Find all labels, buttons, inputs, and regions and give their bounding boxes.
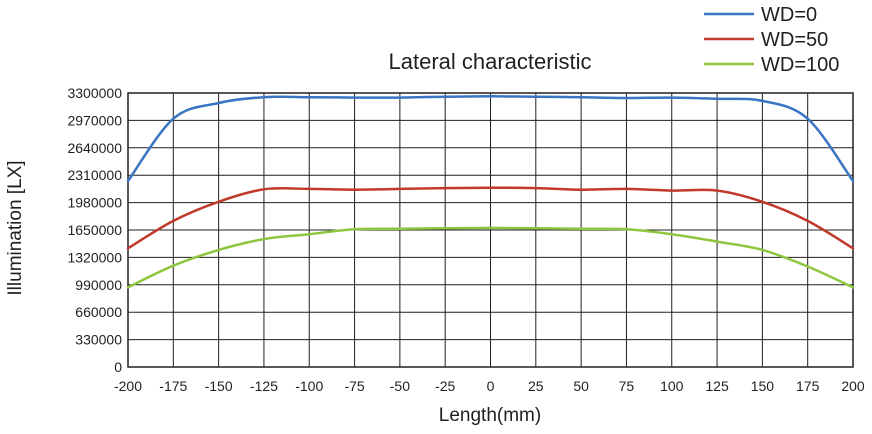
x-tick-label: 0 xyxy=(487,378,495,394)
x-tick-label: 125 xyxy=(705,378,729,394)
x-tick-label: 200 xyxy=(841,378,865,394)
y-tick-label: 3300000 xyxy=(67,85,122,101)
x-tick-label: 100 xyxy=(660,378,684,394)
y-tick-label: 990000 xyxy=(75,277,122,293)
series-line-2 xyxy=(126,186,855,250)
y-tick-label: 2970000 xyxy=(67,112,122,128)
plot-frame xyxy=(127,92,854,368)
y-tick-label: 1650000 xyxy=(67,222,122,238)
series-line-1 xyxy=(126,95,855,183)
x-tick-label: -175 xyxy=(159,378,187,394)
legend: WD=0 WD=50 WD=100 xyxy=(704,4,839,76)
x-tick-label: -50 xyxy=(390,378,410,394)
x-tick-label: 25 xyxy=(528,378,544,394)
x-tick-label: 150 xyxy=(751,378,775,394)
x-tick-label: 50 xyxy=(573,378,589,394)
y-tick-label: 0 xyxy=(114,359,122,375)
y-tick-label: 1320000 xyxy=(67,249,122,265)
x-tick-label: -150 xyxy=(205,378,233,394)
x-tick-label: 75 xyxy=(619,378,635,394)
chart-title: Lateral characteristic xyxy=(389,49,592,74)
x-tick-label: -200 xyxy=(114,378,142,394)
x-tick-label: -25 xyxy=(435,378,455,394)
x-tick-label: -125 xyxy=(250,378,278,394)
legend-label: WD=0 xyxy=(761,4,817,26)
series-line-3 xyxy=(126,226,855,289)
x-tick-label: -75 xyxy=(344,378,364,394)
y-tick-label: 660000 xyxy=(75,304,122,320)
x-tick-label: -100 xyxy=(295,378,323,394)
x-tick-label: 175 xyxy=(796,378,820,394)
series-lines xyxy=(126,95,855,289)
tick-labels: -200 -175 -150 -125 -100 -75 -50 -25 0 25 50 75 100 1… xyxy=(67,85,864,394)
legend-label: WD=50 xyxy=(761,29,828,51)
legend-label: WD=100 xyxy=(761,54,839,76)
grid xyxy=(127,92,854,368)
y-tick-label: 330000 xyxy=(75,332,122,348)
y-tick-label: 2640000 xyxy=(67,140,122,156)
y-tick-label: 2310000 xyxy=(67,167,122,183)
y-tick-label: 1980000 xyxy=(67,195,122,211)
y-axis-title: Illumination [LX] xyxy=(5,160,26,295)
x-axis-title: Length(mm) xyxy=(439,405,541,426)
